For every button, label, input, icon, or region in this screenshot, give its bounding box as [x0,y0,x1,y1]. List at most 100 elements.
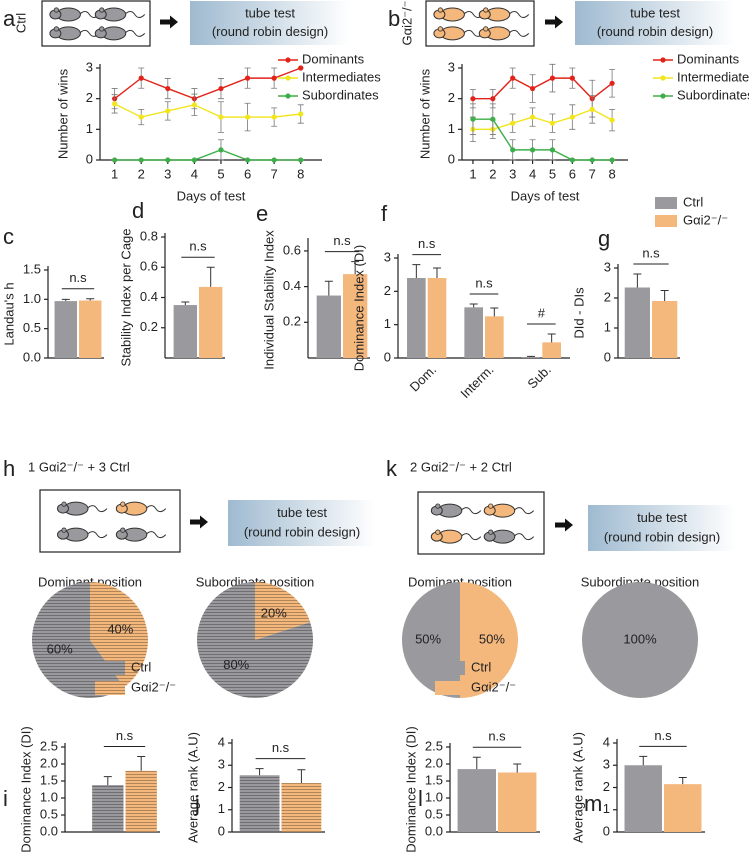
y-tick-label: 0.5 [23,320,41,335]
x-tick-label: 5 [549,166,556,181]
y-tick-label: 3 [448,59,455,74]
y-tick-label: 0 [218,823,225,838]
series-point [138,157,144,163]
y-tick-label: 1.5 [23,261,41,276]
x-tick-label: 4 [529,166,536,181]
panel-letter: g [598,226,610,251]
y-tick-label: 1 [86,121,93,136]
y-tick-label: 1.0 [40,789,58,804]
mouse-tail [508,11,530,18]
bar [542,342,561,358]
bar [652,301,678,358]
mouse-ear [437,26,443,32]
pie-label: 100% [623,631,657,646]
series-point [490,116,496,122]
series-point [549,147,556,153]
series-point [529,147,536,153]
significance-label: n.s [189,239,207,254]
bar [664,784,702,832]
significance-label: n.s [488,729,506,744]
series-line [472,108,613,131]
significance-label: n.s [272,740,290,755]
panel-letter: c [3,224,14,249]
y-tick-label: 1 [448,121,455,136]
error-bar [137,756,146,771]
y-axis-label: Dominance Index (DI) [403,726,418,852]
x-tick-label: 2 [489,166,496,181]
significance-label: n.s [69,270,87,285]
pie-title: Dominant position [38,574,142,589]
x-tick-label: 6 [244,166,251,181]
error-bar [472,756,481,770]
significance-label: n.s [642,245,660,260]
x-axis-label: Days of test [177,188,246,203]
pie-title: Subordinate position [581,574,700,589]
pie-label: 60% [47,641,73,656]
legend-label: Dominants [302,51,365,66]
series-point [165,85,171,92]
error-bar [103,776,112,786]
tube-box [228,500,376,546]
panel-letter: j [194,791,200,816]
series-point [569,75,575,81]
pie-slice [90,582,148,687]
significance-label: # [538,305,546,320]
significance-label: n.s [116,728,134,743]
panel-letter: h [3,456,15,481]
error-bar [255,768,264,776]
series-point [244,157,251,163]
panel-letter: k [386,456,398,481]
cage-box [417,491,545,555]
mouse-ear [437,7,443,13]
y-tick-label: 4 [218,734,225,749]
y-tick-label: 1 [603,801,610,816]
pie-slice [255,582,311,640]
y-tick-label: 3 [603,757,610,772]
bar [427,278,447,358]
y-tick-label: 0.2 [283,314,301,329]
group-header: 2 Gαi2⁻/⁻ + 2 Ctrl [410,459,512,474]
series-point [298,111,304,117]
mouse-tail [86,505,108,513]
mouse-tail [145,531,167,539]
y-tick-label: 2 [448,90,455,105]
y-tick-label: 1.0 [23,291,41,306]
y-tick-label: 0.4 [283,278,301,293]
series-line [114,67,301,100]
x-tick-label: 1 [111,166,118,181]
bar [92,785,124,832]
series-point [470,96,476,102]
bar [343,274,368,358]
y-tick-label: 0.0 [40,823,58,838]
pie-label: 80% [223,657,249,672]
step-label: tube test [245,6,295,21]
arrow [545,15,563,29]
y-tick-label: 0.6 [283,242,301,257]
series-point [569,114,575,120]
group-header: 1 Gαi2⁻/⁻ + 3 Ctrl [28,459,130,474]
y-tick-label: 2.0 [40,755,58,770]
x-tick-label: 1 [469,166,476,181]
panel-letter: e [256,201,268,226]
mouse-ear [483,7,489,13]
series-point [138,75,144,81]
pie-slice [582,582,698,698]
bar [316,295,341,358]
bar [624,765,662,832]
panel-letter: m [584,791,602,816]
legend-swatch [655,215,677,227]
series-point [529,114,536,120]
mouse-tail [460,533,482,541]
series-point [218,85,224,92]
design-label: (round robin design) [604,530,720,545]
series-point [549,120,556,126]
bar [54,301,77,358]
bar [624,287,650,358]
series-line [114,103,301,118]
series-point [112,101,118,107]
error-bar [61,298,70,302]
error-bar [527,355,536,357]
series-point [298,157,304,163]
error-bar [490,307,499,317]
